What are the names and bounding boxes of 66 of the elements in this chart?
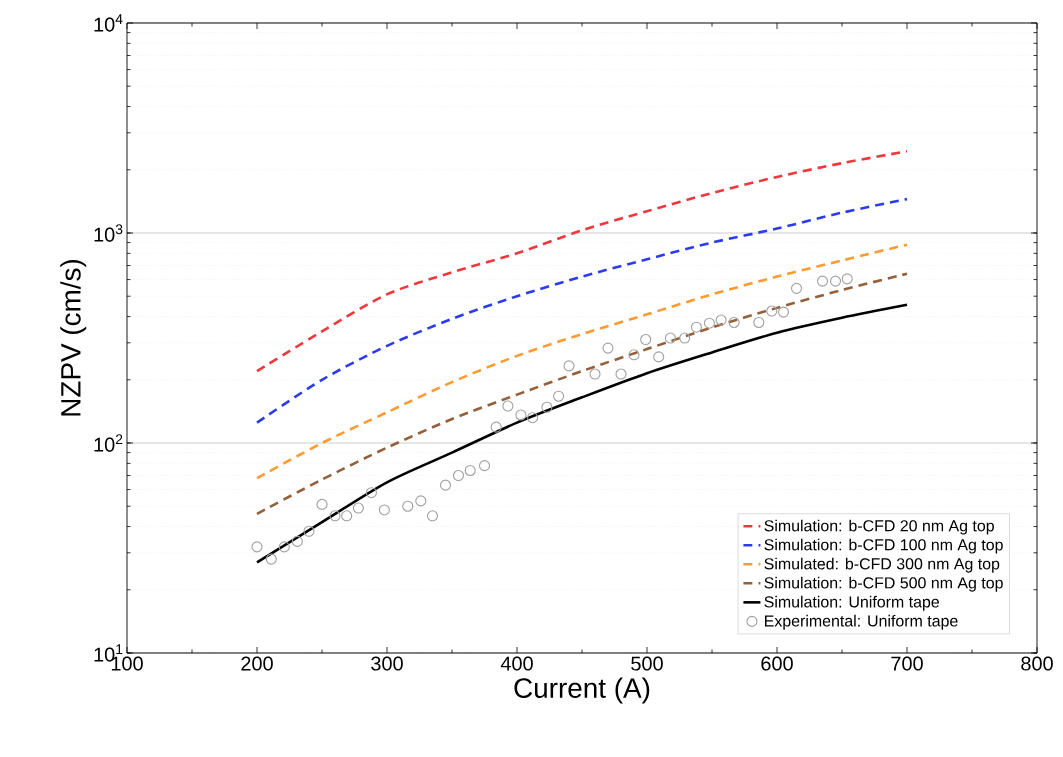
point [790,282,803,294]
x-tick-label: 500 [631,656,663,671]
y-tick-label: 10$^{4}$ [94,14,123,32]
line-series [255,243,909,480]
point [628,349,640,361]
point [829,275,842,287]
point [464,464,476,477]
point [502,400,514,412]
point [452,469,465,482]
point [478,460,491,472]
point [365,487,377,499]
legend-label: Simulated: b-CFD 300 nm Ag top [764,557,1000,573]
x-tick-label: 800 [1021,656,1053,671]
point [426,510,439,522]
point [527,412,539,424]
line-series [255,197,909,424]
point [341,510,353,522]
y-axis-title: NZPV (cm/s) [60,259,87,416]
legend-label: Simulation: Uniform tape [764,595,939,611]
x-tick-label: 600 [761,656,793,671]
point [615,368,627,380]
point [589,368,601,380]
legend-label: Simulation: b-CFD 500 nm Ag top [764,576,1003,592]
legend-label: Simulation: b-CFD 100 nm Ag top [764,538,1003,554]
legend-label: Experimental: Uniform tape [765,614,958,630]
point [439,479,452,491]
x-tick-label: 400 [500,656,533,671]
point [278,541,290,553]
point [352,502,364,514]
point [378,504,390,516]
point [553,390,565,402]
y-tick-label: 10$^{2}$ [94,434,123,452]
line-series [255,149,909,373]
point [703,317,715,329]
point [664,332,676,344]
point [753,316,765,329]
point [490,421,502,433]
point [841,273,853,285]
point [679,332,691,344]
point [602,342,614,354]
legend-label: Simulation: b-CFD 20 nm Ag top [764,519,994,535]
point [766,305,778,317]
point [777,306,790,318]
line-series [255,272,909,516]
point [640,333,652,346]
x-tick-label: 200 [241,656,273,671]
y-tick-label: 10$^{3}$ [94,224,123,242]
point [415,495,427,507]
point [653,351,665,363]
point [563,360,575,372]
point [715,314,727,326]
x-axis-title: Current (A) [514,677,650,704]
point [690,321,702,333]
point [329,510,341,522]
point [541,401,553,413]
point [728,316,740,329]
x-tick-label: 300 [371,656,403,671]
point [251,541,263,553]
point [291,535,303,547]
x-tick-label: 700 [891,656,923,671]
point [816,275,829,287]
point [303,525,315,537]
point [265,553,277,565]
point [316,498,328,510]
point [402,500,414,512]
point [515,409,527,421]
